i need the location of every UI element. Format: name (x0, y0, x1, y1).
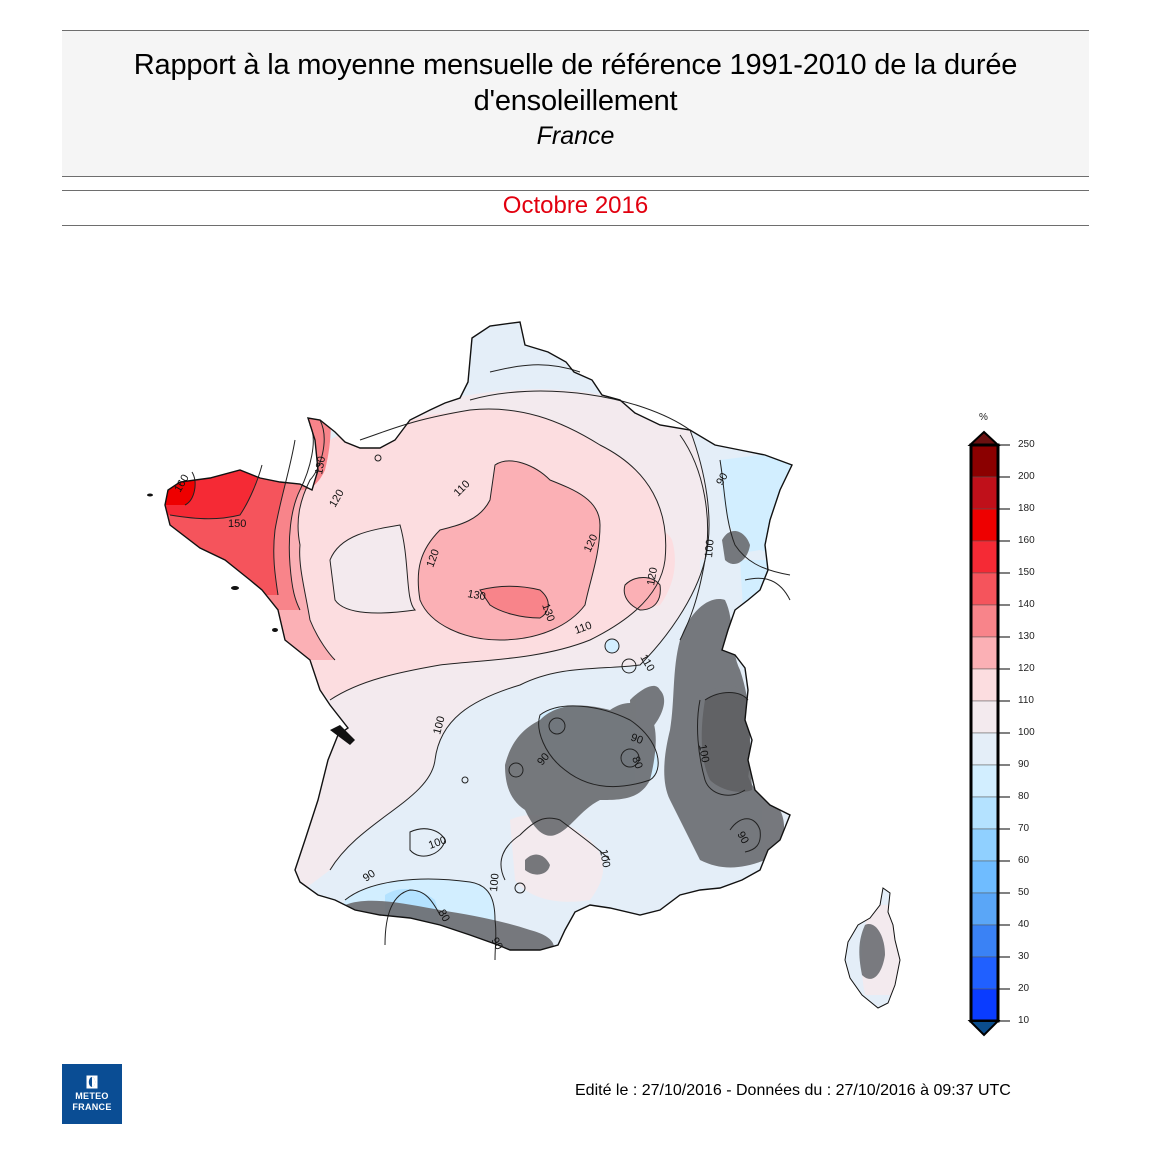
region-subtitle: France (536, 122, 615, 150)
corsica-fill (845, 888, 900, 1008)
contour-label: 110 (573, 620, 594, 637)
legend-tick-label: 180 (1018, 503, 1035, 514)
contour-label: 130 (466, 588, 486, 603)
contour-label: 100 (427, 834, 448, 852)
legend-tick-label: 140 (1018, 599, 1035, 610)
legend-tick-label: 20 (1018, 983, 1030, 994)
page-title: Rapport à la moyenne mensuelle de référe… (62, 47, 1089, 119)
legend-tick-label: 100 (1018, 727, 1035, 738)
legend-tick-label: 30 (1018, 951, 1030, 962)
contour-label: 150 (228, 518, 246, 530)
france-outline (164, 321, 793, 951)
islands (147, 493, 355, 745)
title-panel: Rapport à la moyenne mensuelle de référe… (62, 30, 1089, 177)
contour-label: 120 (645, 566, 660, 586)
isolines (169, 364, 791, 961)
legend-tick-label: 90 (1018, 759, 1030, 770)
legend-tick-label: 110 (1018, 695, 1034, 706)
legend-tick-label: 160 (1018, 535, 1035, 546)
title-line-2: d'ensoleillement (473, 85, 678, 117)
contour-label: 90 (629, 732, 645, 747)
contour-label: 100 (703, 539, 717, 558)
legend-tick-label: 70 (1018, 823, 1030, 834)
legend-tick-label: 10 (1018, 1015, 1030, 1026)
logo-text-line-2: FRANCE (72, 1102, 112, 1112)
period-panel: Octobre 2016 (62, 190, 1089, 226)
legend-tick-label: 80 (1018, 791, 1030, 802)
legend-tick-label: 50 (1018, 887, 1030, 898)
color-legend: % (960, 405, 1050, 1045)
contour-label: 100 (696, 743, 711, 763)
contour-label: 80 (435, 908, 452, 925)
contour-label: 130 (539, 602, 557, 623)
legend-tick-label: 40 (1018, 919, 1030, 930)
contour-label: 100 (597, 848, 612, 868)
period-label: Octobre 2016 (502, 192, 649, 219)
contour-label: 100 (488, 873, 502, 892)
contour-label: 80 (629, 755, 644, 771)
contour-label: 120 (425, 548, 443, 569)
meteo-france-emblem-icon (86, 1075, 98, 1089)
contour-label: 90 (488, 936, 505, 953)
legend-tick-label: 120 (1018, 663, 1035, 674)
title-line-1: Rapport à la moyenne mensuelle de référe… (133, 49, 1018, 81)
legend-tick-label: 250 (1018, 439, 1035, 450)
legend-tick-label: 200 (1018, 471, 1035, 482)
legend-tick-label: 130 (1018, 631, 1035, 642)
legend-tick-label: 150 (1018, 567, 1035, 578)
contour-label: 100 (431, 715, 447, 736)
contour-label: 90 (714, 471, 731, 488)
contour-label: 90 (361, 868, 378, 885)
legend-colorbar (967, 430, 1010, 1037)
logo-text-line-1: METEO (75, 1091, 109, 1101)
contour-label: 130 (313, 455, 328, 475)
contour-label: 90 (734, 830, 751, 847)
edition-info: Edité le : 27/10/2016 - Données du : 27/… (575, 1082, 1011, 1099)
legend-unit: % (979, 412, 988, 423)
meteo-france-logo[interactable]: METEO FRANCE (62, 1064, 122, 1124)
legend-tick-label: 60 (1018, 855, 1030, 866)
